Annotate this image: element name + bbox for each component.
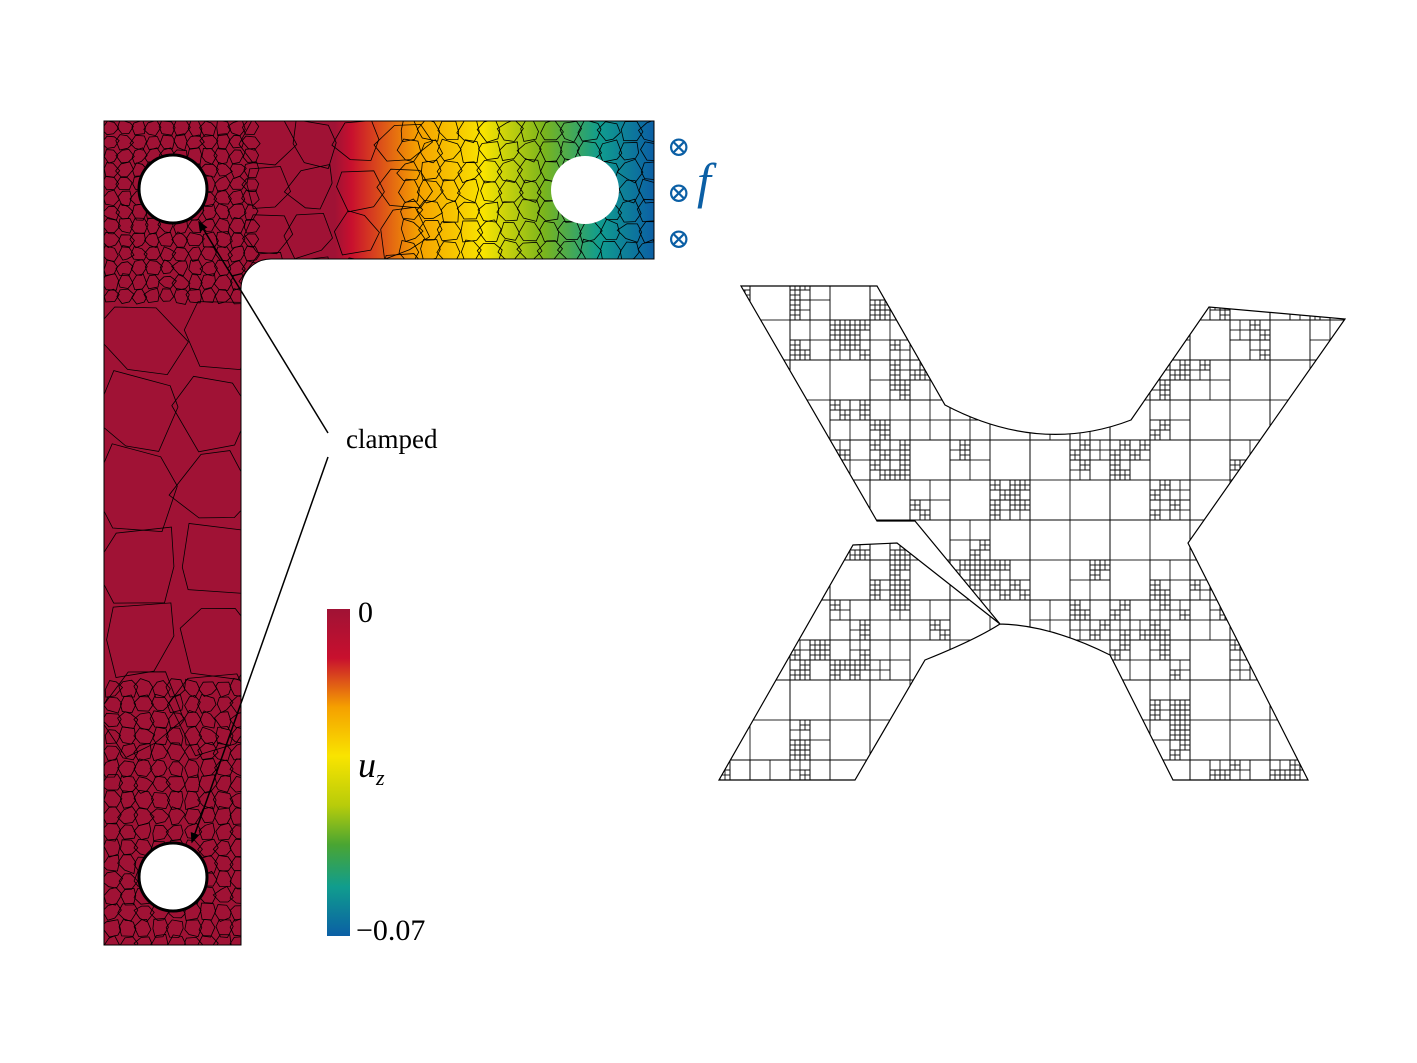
clamped-label: clamped	[346, 424, 438, 454]
force-into-page-icon: ⊗	[667, 224, 691, 255]
clamped-hole-top	[137, 153, 209, 225]
variable-symbol: u	[358, 745, 376, 785]
clamped-hole-bottom	[137, 841, 209, 913]
force-into-page-icon: ⊗	[667, 178, 691, 209]
load-hole	[551, 156, 619, 224]
force-markers: ⊗ ⊗ ⊗	[667, 125, 690, 263]
polygonal-mesh	[104, 121, 654, 945]
variable-subscript: z	[376, 765, 385, 791]
colorbar-min-label: −0.07	[356, 914, 426, 947]
colorbar-max-label: 0	[358, 596, 373, 629]
colorbar-variable-label: uz	[358, 744, 385, 791]
force-into-page-icon: ⊗	[667, 132, 691, 163]
clamped-leader-lines	[190, 220, 329, 844]
force-label: f	[697, 153, 711, 209]
colorbar	[327, 609, 350, 936]
bracket-plate	[103, 120, 655, 946]
quadtree-mesh-shape	[717, 285, 1347, 781]
